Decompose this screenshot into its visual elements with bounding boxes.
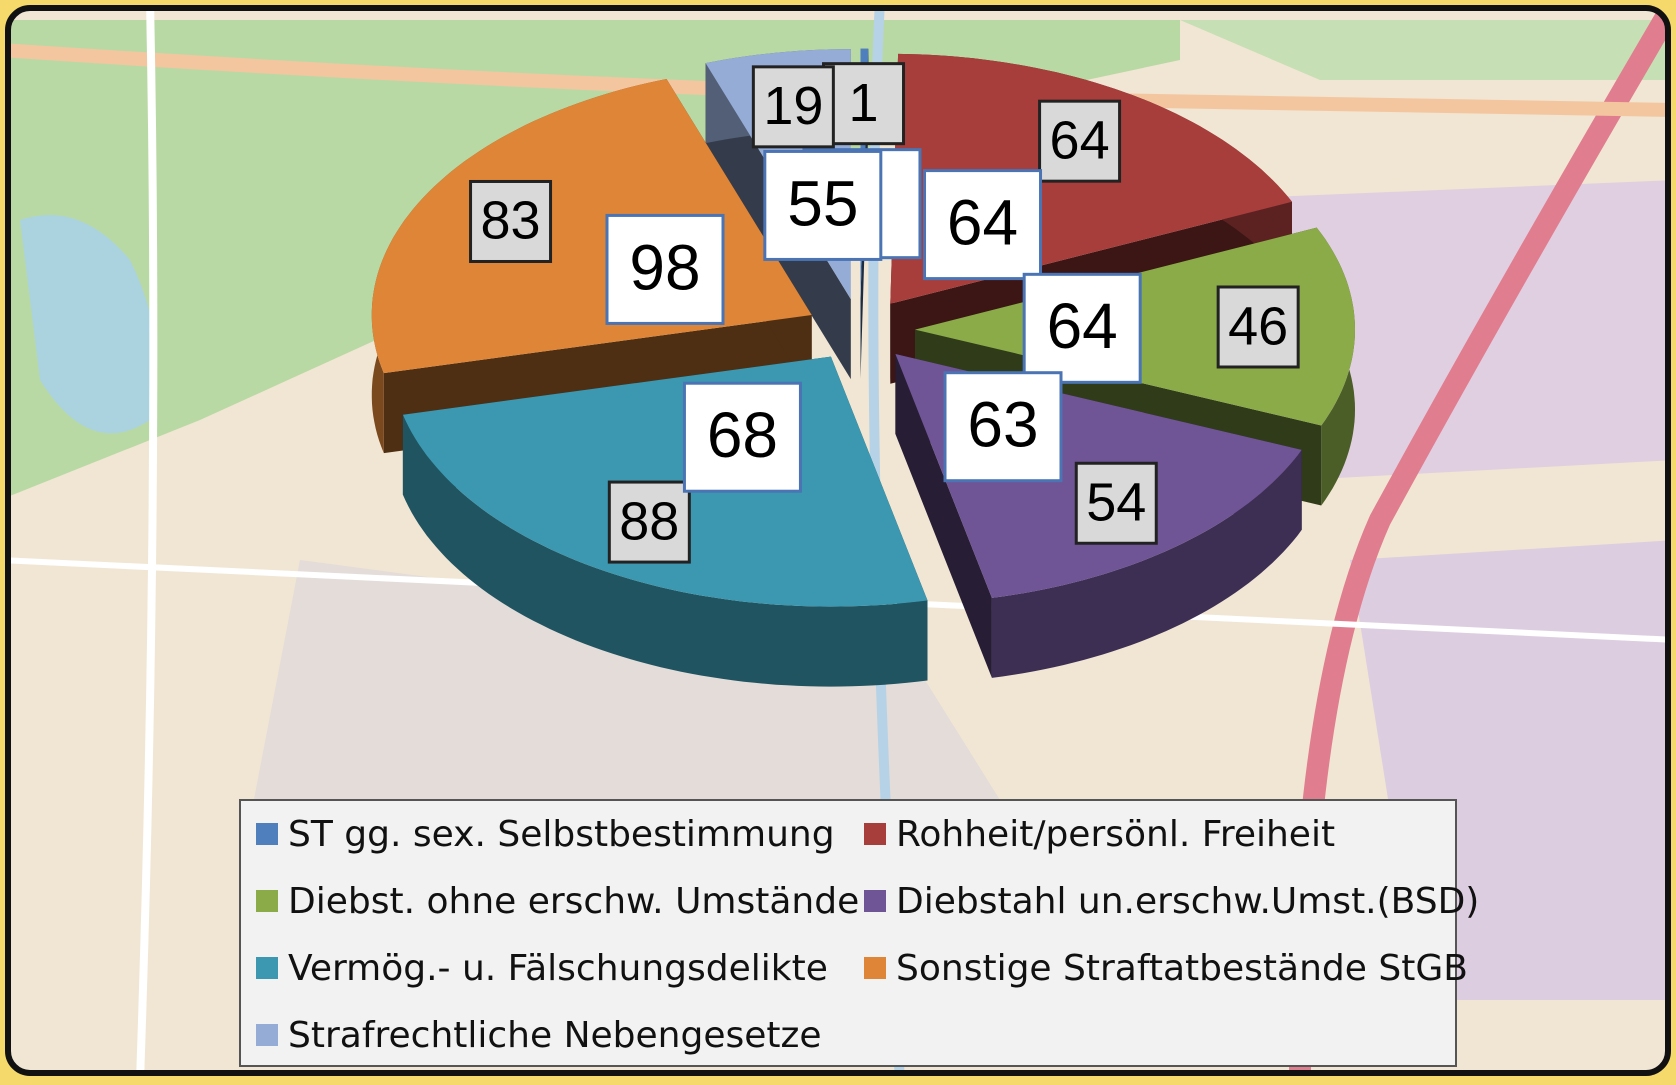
data-label-box <box>1022 272 1142 384</box>
legend-swatch <box>256 890 278 912</box>
legend-box <box>239 799 1457 1067</box>
data-label: 1 <box>849 73 879 133</box>
data-label: 98 <box>629 231 700 303</box>
data-label: 63 <box>967 389 1038 461</box>
legend-label: Vermög.- u. Fälschungsdelikte <box>288 948 828 989</box>
slice-side <box>895 354 992 678</box>
data-label-box <box>1074 461 1158 545</box>
data-label: 64 <box>947 187 1018 259</box>
data-label: 46 <box>1228 296 1288 356</box>
legend: ST gg. sex. Selbstbestimmung Rohheit/pers… <box>256 814 1479 1056</box>
data-label-box <box>607 480 691 564</box>
slice-wall <box>402 414 928 687</box>
legend-swatch <box>864 890 886 912</box>
data-label-box <box>605 213 725 325</box>
data-label: 88 <box>619 491 679 551</box>
data-label-box <box>943 371 1063 483</box>
data-label-box <box>1216 285 1300 369</box>
data-label: 83 <box>481 191 541 251</box>
pie: 18646446645463886883981955 <box>371 48 1355 687</box>
legend-swatch <box>864 957 886 979</box>
legend-swatch <box>864 823 886 845</box>
legend-swatch <box>256 957 278 979</box>
data-label: 55 <box>787 167 858 239</box>
data-label: 54 <box>1086 473 1146 533</box>
legend-label: Strafrechtliche Nebengesetze <box>288 1015 822 1056</box>
legend-label: Diebstahl un.erschw.Umst.(BSD) <box>896 881 1479 922</box>
slice-wall <box>991 449 1302 678</box>
legend-label: Sonstige Straftatbestände StGB <box>896 948 1468 989</box>
legend-label: Diebst. ohne erschw. Umstände <box>288 881 859 922</box>
data-label-box <box>822 62 906 146</box>
data-label: 64 <box>1050 110 1110 170</box>
data-label-box <box>469 179 553 263</box>
data-label: 19 <box>763 76 823 136</box>
legend-label: ST gg. sex. Selbstbestimmung <box>288 814 835 855</box>
data-label-box <box>682 381 802 493</box>
data-label-box <box>923 169 1043 281</box>
data-label-box <box>751 65 835 149</box>
data-label: 68 <box>707 399 778 471</box>
data-label: 64 <box>1047 290 1118 362</box>
legend-swatch <box>256 1024 278 1046</box>
legend-label: Rohheit/persönl. Freiheit <box>896 814 1335 855</box>
data-label-box <box>763 149 883 261</box>
frame <box>5 5 1671 1076</box>
data-label-box <box>1038 99 1122 183</box>
legend-swatch <box>256 823 278 845</box>
